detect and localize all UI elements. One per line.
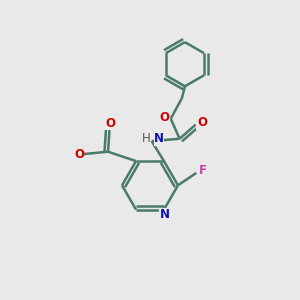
Text: N: N (160, 208, 170, 221)
Text: H: H (72, 148, 80, 160)
Text: H: H (141, 132, 150, 145)
Text: O: O (159, 111, 169, 124)
Text: O: O (105, 117, 115, 130)
Text: O: O (74, 148, 84, 160)
Text: F: F (199, 164, 207, 177)
Text: N: N (154, 132, 164, 145)
Text: O: O (197, 116, 207, 129)
